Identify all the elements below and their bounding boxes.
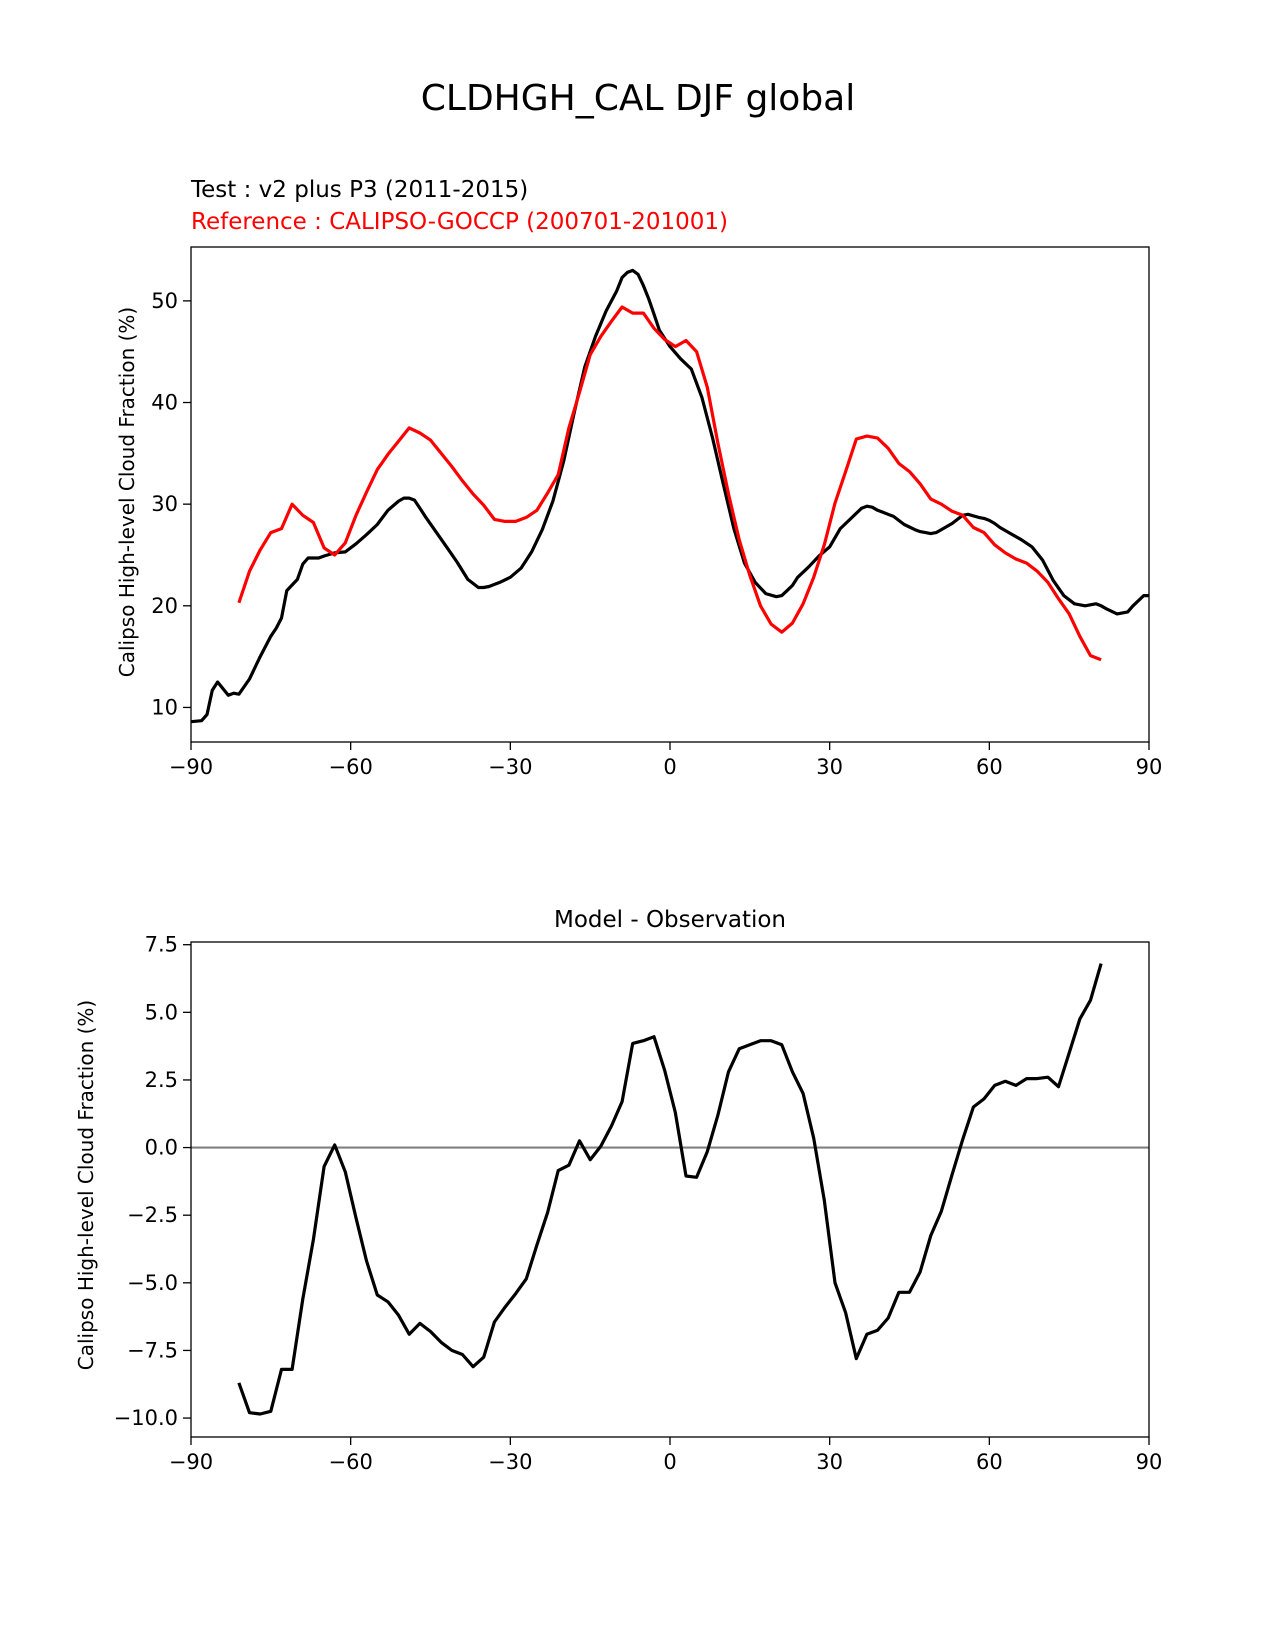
figure-title: CLDHGH_CAL DJF global <box>421 78 856 119</box>
bottom-diff-series-line <box>237 963 1103 1416</box>
top-x-tick-label: −60 <box>329 755 373 779</box>
bottom-y-tick-label: −2.5 <box>127 1203 178 1227</box>
top-x-tick-label: −30 <box>488 755 532 779</box>
top-plot-frame <box>190 246 1150 743</box>
top-y-tick-label: 10 <box>151 695 178 719</box>
bottom-x-tick-label: −60 <box>329 1450 373 1474</box>
bottom-plot-frame <box>190 941 1150 1438</box>
top-plot-lines <box>190 268 1149 724</box>
bottom-x-tick-label: 90 <box>1136 1450 1163 1474</box>
bottom-y-tick-label: 0.0 <box>145 1136 178 1160</box>
top-x-tick-label: 0 <box>663 755 676 779</box>
bottom-axes-ticks: −90 −60 −30 0 30 60 90 −10.0 −7.5 −5.0 −2.5 0.0 2.5 5… <box>114 933 1163 1474</box>
bottom-y-tick-label: −7.5 <box>127 1338 178 1362</box>
bottom-line-chart: Model - Observation Calipso High-level C… <box>74 907 1162 1474</box>
bottom-chart-title: Model - Observation <box>554 907 786 933</box>
top-x-tick-label: 60 <box>976 755 1003 779</box>
top-y-tick-label: 30 <box>151 492 178 516</box>
bottom-y-tick-label: 5.0 <box>145 1000 178 1024</box>
top-x-tick-label: 30 <box>816 755 843 779</box>
reference-series-label: Reference : CALIPSO-GOCCP (200701-201001… <box>191 209 728 235</box>
test-series-label: Test : v2 plus P3 (2011-2015) <box>190 177 528 203</box>
bottom-x-tick-label: 60 <box>976 1450 1003 1474</box>
bottom-x-tick-label: 0 <box>663 1450 676 1474</box>
top-x-tick-label: 90 <box>1136 755 1163 779</box>
top-y-tick-label: 50 <box>151 289 178 313</box>
bottom-y-axis-label: Calipso High-level Cloud Fraction (%) <box>74 1000 98 1370</box>
bottom-y-tick-label: 7.5 <box>145 933 178 957</box>
bottom-plot-lines <box>191 963 1149 1416</box>
top-reference-series-line <box>237 305 1102 662</box>
top-y-axis-label: Calipso High-level Cloud Fraction (%) <box>115 307 139 677</box>
bottom-x-tick-label: 30 <box>816 1450 843 1474</box>
top-y-tick-label: 20 <box>151 594 178 618</box>
bottom-x-tick-label: −30 <box>488 1450 532 1474</box>
top-axes-ticks: −90 −60 −30 0 30 60 90 10 20 30 40 50 <box>151 289 1162 779</box>
bottom-y-tick-label: 2.5 <box>145 1068 178 1092</box>
top-line-chart: Test : v2 plus P3 (2011-2015) Reference … <box>115 177 1162 779</box>
bottom-y-tick-label: −5.0 <box>127 1271 178 1295</box>
top-y-tick-label: 40 <box>151 391 178 415</box>
bottom-x-tick-label: −90 <box>169 1450 213 1474</box>
top-x-tick-label: −90 <box>169 755 213 779</box>
top-test-series-line <box>190 268 1149 724</box>
bottom-y-tick-label: −10.0 <box>114 1406 178 1430</box>
